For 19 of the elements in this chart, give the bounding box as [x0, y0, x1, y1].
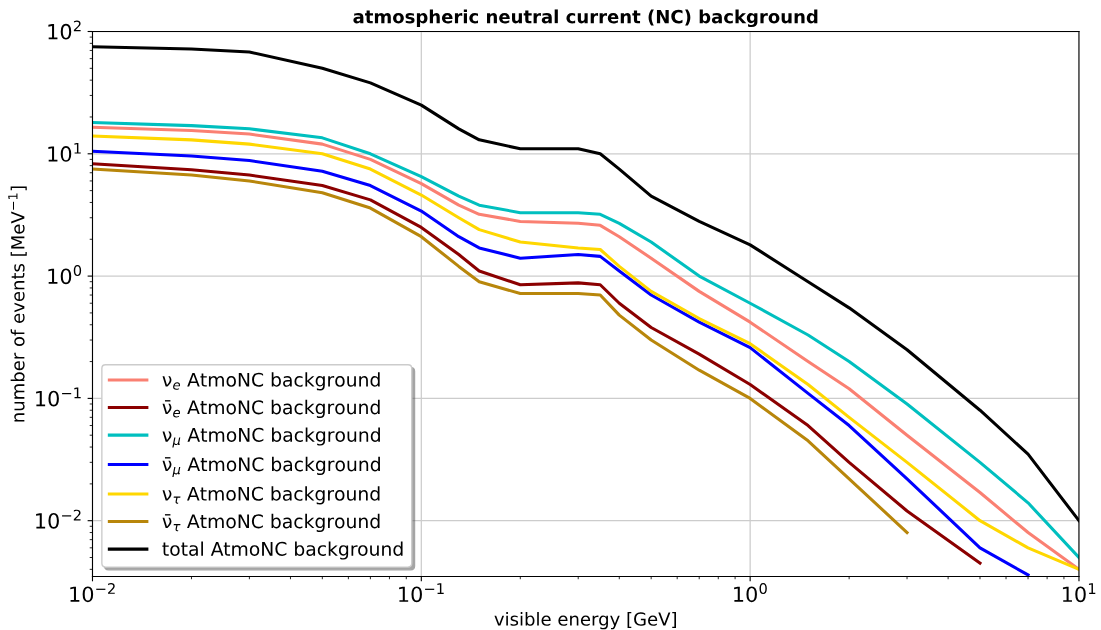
y-tick-label: 10$^{0}$: [48, 265, 82, 285]
x-tick-label: 10$^{1}$: [1062, 583, 1096, 603]
y-tick-label: 10$^{−2}$: [36, 509, 81, 529]
x-tick-label: 10$^{−2}$: [70, 583, 115, 603]
legend-label: ν̄$_{μ}$ AtmoNC background: [162, 456, 380, 477]
y-tick-label: 10$^{2}$: [48, 20, 81, 40]
legend-label: total AtmoNC background: [162, 541, 403, 560]
legend-label: ν̄$_{τ}$ AtmoNC background: [162, 513, 380, 533]
legend-label: ν̄$_{e}$ AtmoNC background: [162, 399, 380, 419]
legend-label: ν$_{μ}$ AtmoNC background: [162, 427, 380, 448]
x-axis-title: visible energy [GeV]: [494, 611, 676, 630]
y-axis-title: number of events [MeV$^{−1}$]: [8, 186, 27, 422]
y-tick-label: 10$^{−1}$: [36, 387, 81, 407]
chart-title: atmospheric neutral current (NC) background: [353, 9, 818, 28]
x-tick-label: 10$^{−1}$: [399, 583, 444, 603]
x-tick-label: 10$^{0}$: [734, 583, 767, 603]
legend-label: ν$_{τ}$ AtmoNC background: [162, 486, 380, 505]
legend-label: ν$_{e}$ AtmoNC background: [162, 372, 380, 391]
y-tick-label: 10$^{1}$: [48, 142, 81, 162]
